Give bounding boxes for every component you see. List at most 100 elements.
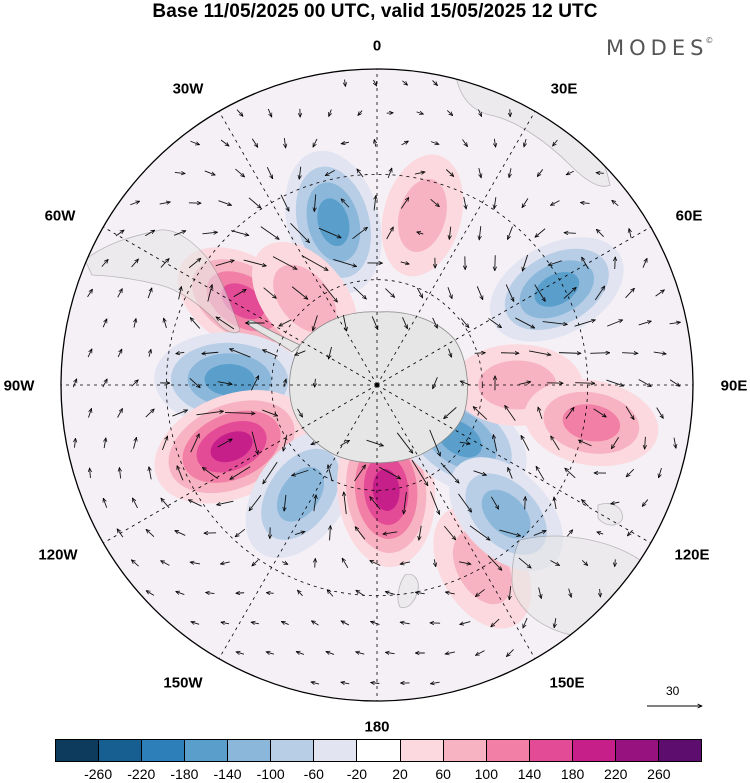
wind-arrow <box>294 531 305 535</box>
wind-arrow <box>401 141 409 146</box>
wind-arrow <box>236 652 245 654</box>
wind-arrow <box>459 442 471 444</box>
wind-arrow <box>642 499 649 507</box>
wind-arrow <box>202 352 219 353</box>
wind-arrow <box>653 352 666 354</box>
wind-arrow <box>432 80 438 86</box>
wind-arrow <box>476 286 483 299</box>
new-zealand <box>397 573 419 609</box>
wind-arrow <box>479 168 481 178</box>
wind-arrow <box>385 288 394 298</box>
lon-label-120w: 120W <box>38 546 78 564</box>
wind-arrow <box>266 652 275 654</box>
anomaly-center <box>524 379 659 467</box>
wind-arrow <box>354 465 366 482</box>
wind-arrow <box>202 467 219 479</box>
wind-arrow <box>296 652 305 655</box>
wind-arrow <box>103 498 108 508</box>
graticule <box>61 69 693 701</box>
wind-arrow <box>217 439 233 448</box>
polar-map <box>60 68 750 735</box>
wind-arrow <box>262 409 277 416</box>
lon-label-30e: 30E <box>550 80 578 98</box>
wind-arrow <box>458 561 471 564</box>
wind-arrow <box>444 407 457 418</box>
wind-arrow <box>379 466 400 479</box>
wind-arrow <box>542 321 568 325</box>
wind-arrow <box>218 200 231 206</box>
wind-arrow <box>590 353 609 354</box>
wind-arrow <box>326 652 335 655</box>
wind-arrow <box>462 139 468 147</box>
colorbar-swatch <box>658 740 701 761</box>
wind-arrow <box>463 196 466 209</box>
wind-arrow <box>191 622 200 625</box>
wind-arrow <box>659 468 662 478</box>
wind-arrow <box>188 499 202 507</box>
wind-arrow <box>281 621 289 624</box>
wind-arrow <box>565 407 574 419</box>
wind-arrow <box>445 652 455 654</box>
lon-label-90e: 90E <box>720 377 748 395</box>
anomaly-center <box>245 430 356 559</box>
map-title: Base 11/05/2025 00 UTC, valid 15/05/2025… <box>152 1 598 22</box>
wind-arrow <box>292 469 309 475</box>
wind-arrow <box>523 617 528 628</box>
wind-arrow <box>358 110 363 116</box>
wind-arrow <box>430 491 439 515</box>
wind-arrow <box>522 198 529 207</box>
wind-arrow <box>318 227 341 239</box>
wind-arrow <box>173 231 186 236</box>
wind-arrow <box>177 466 184 481</box>
colorbar-tick-label: 180 <box>560 766 585 782</box>
wind-arrow <box>460 318 469 327</box>
wind-arrow <box>429 429 441 456</box>
colorbar-tick-label: -180 <box>170 766 199 782</box>
wind-arrow <box>534 284 546 302</box>
wind-arrow <box>190 562 201 564</box>
wind-arrow <box>220 562 230 564</box>
wind-arrow <box>236 593 245 594</box>
colorbar-tick-label: -100 <box>256 766 285 782</box>
wind-arrow <box>479 226 481 240</box>
wind-arrow <box>353 286 367 299</box>
wind-arrow <box>416 287 422 298</box>
colorbar-swatch <box>314 740 358 761</box>
wind-arrow <box>582 257 589 270</box>
colorbar-swatch <box>615 740 659 761</box>
wind-arrow <box>627 529 633 536</box>
colorbar-tick-label: 20 <box>392 766 408 782</box>
wind-arrow <box>312 138 318 147</box>
wind-arrow <box>235 528 246 537</box>
reference-vector-label: 30 <box>666 684 680 698</box>
lon-label-0: 0 <box>372 37 382 55</box>
wind-arrow <box>217 500 234 505</box>
wind-arrow <box>494 138 495 147</box>
wind-arrow <box>189 377 200 387</box>
wind-arrow <box>600 588 601 597</box>
wind-arrow <box>478 109 482 117</box>
wind-arrow <box>550 560 559 566</box>
wind-arrow <box>615 559 616 566</box>
wind-arrow <box>130 201 139 206</box>
wind-arrow <box>400 262 410 264</box>
wind-arrow <box>272 256 297 270</box>
wind-arrow <box>297 590 303 597</box>
wind-arrow <box>220 139 229 146</box>
wind-arrow <box>411 460 428 486</box>
wind-arrow <box>74 438 75 448</box>
wind-arrow <box>291 286 308 300</box>
wind-arrow <box>172 410 187 417</box>
wind-arrow <box>607 320 622 327</box>
wind-arrow <box>149 467 151 480</box>
wind-arrow <box>101 259 108 267</box>
wind-arrow <box>519 382 530 385</box>
wind-arrow <box>615 257 616 269</box>
colorbar-swatch <box>357 740 401 761</box>
wind-arrow <box>102 319 108 328</box>
wind-arrow <box>434 559 436 566</box>
lon-label-60w: 60W <box>44 207 76 225</box>
wind-arrow <box>611 437 620 448</box>
wind-arrow <box>473 470 487 475</box>
wind-arrow <box>645 436 646 449</box>
